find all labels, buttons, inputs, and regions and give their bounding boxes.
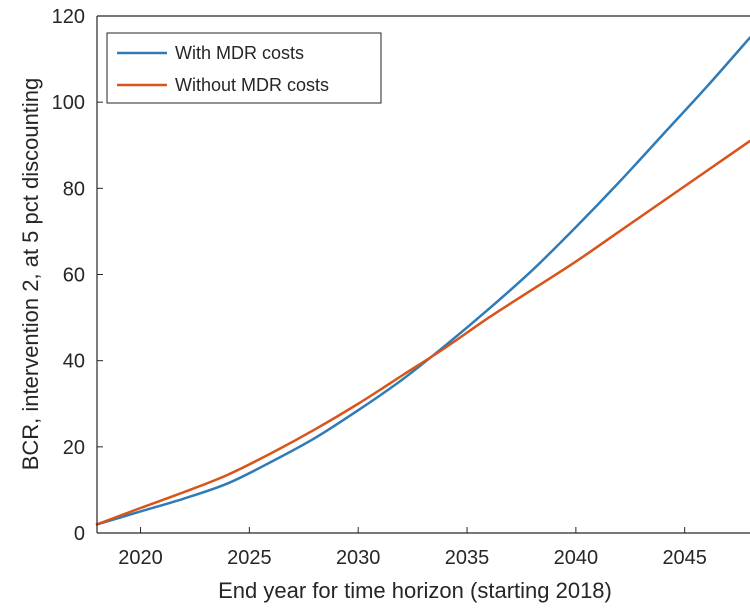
legend-label-without-mdr: Without MDR costs — [175, 75, 329, 95]
legend-box — [106, 32, 382, 104]
x-tick-label: 2030 — [336, 547, 381, 569]
series-line-without-mdr — [95, 139, 750, 526]
y-tick-label: 20 — [63, 437, 85, 459]
y-axis-label: BCR, intervention 2, at 5 pct discountin… — [18, 78, 43, 471]
y-tick-label: 40 — [63, 351, 85, 373]
y-tick-label: 100 — [52, 92, 85, 114]
y-tick-label: 120 — [52, 6, 85, 28]
x-tick-label: 2035 — [445, 547, 490, 569]
y-ticks: 0 20 40 60 80 100 120 — [52, 6, 103, 545]
series-layer — [95, 36, 750, 526]
x-tick-label: 2040 — [554, 547, 599, 569]
y-tick-label: 80 — [63, 178, 85, 200]
y-tick-label: 60 — [63, 265, 85, 287]
legend-label-with-mdr: With MDR costs — [175, 43, 304, 63]
x-tick-label: 2045 — [662, 547, 707, 569]
x-tick-label: 2025 — [227, 547, 272, 569]
x-tick-label: 2020 — [118, 547, 163, 569]
x-axis-label: End year for time horizon (starting 2018… — [218, 578, 612, 603]
legend: With MDR costs Without MDR costs — [106, 32, 382, 104]
y-tick-label: 0 — [74, 523, 85, 545]
x-ticks: 2020 2025 2030 2035 2040 2045 — [118, 527, 707, 569]
